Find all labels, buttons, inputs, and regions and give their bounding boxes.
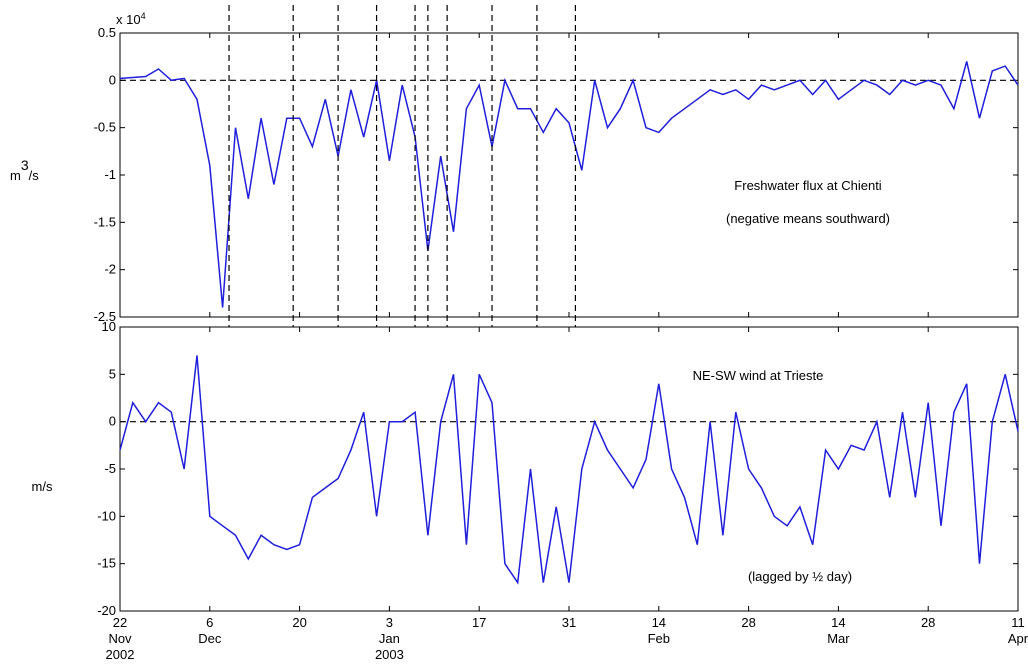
x-tick-label: Jan <box>379 631 400 646</box>
y-tick-label: 0.5 <box>98 25 116 40</box>
x-tick-label: 22 <box>113 615 127 630</box>
annotation: Freshwater flux at Chienti <box>734 178 882 193</box>
y-label-exponent: 3 <box>21 157 29 173</box>
y-tick-label: -0.5 <box>94 120 116 135</box>
y-tick-label: -1 <box>104 167 116 182</box>
annotation: (negative means southward) <box>726 211 890 226</box>
scale-base: x 10 <box>116 12 141 27</box>
x-tick-label: Feb <box>648 631 670 646</box>
x-tick-label: Apr <box>1008 631 1028 646</box>
y-tick-label: -20 <box>97 603 116 618</box>
y-tick-label: 0 <box>109 72 116 87</box>
x-tick-label: 3 <box>386 615 393 630</box>
y-tick-label: 5 <box>109 366 116 381</box>
y-tick-label: -2.5 <box>94 309 116 324</box>
x-tick-label: 11 <box>1011 615 1025 630</box>
x-tick-label: 31 <box>562 615 576 630</box>
x-tick-label: Mar <box>827 631 850 646</box>
x-tick-label: 14 <box>652 615 666 630</box>
y-tick-label: 0 <box>109 414 116 429</box>
series-line <box>119 61 1019 308</box>
y-tick-label: -1.5 <box>94 214 116 229</box>
y-tick-label: 10 <box>102 319 116 334</box>
x-tick-label: 2003 <box>375 647 404 662</box>
x-tick-label: Dec <box>198 631 222 646</box>
x-tick-label: 28 <box>921 615 935 630</box>
annotation: (lagged by ½ day) <box>748 569 852 584</box>
y-tick-label: -5 <box>104 461 116 476</box>
y-label-rest: /s <box>29 168 40 183</box>
y-axis-label: m/s <box>32 479 53 494</box>
y-tick-label: -10 <box>97 508 116 523</box>
annotation: NE-SW wind at Trieste <box>693 368 824 383</box>
x-tick-label: 20 <box>292 615 306 630</box>
y-label-base: m <box>10 168 21 183</box>
x-tick-label: 14 <box>831 615 845 630</box>
y-tick-label: -2 <box>104 262 116 277</box>
scale-label: x 104 <box>116 11 146 27</box>
scale-exponent: 4 <box>141 11 146 21</box>
y-axis-label: m3/s <box>10 157 39 183</box>
series-line <box>119 355 1019 585</box>
x-tick-label: Nov <box>108 631 132 646</box>
x-tick-label: 6 <box>206 615 213 630</box>
x-tick-label: 28 <box>741 615 755 630</box>
plot-area <box>119 326 1019 612</box>
x-tick-label: 17 <box>472 615 486 630</box>
plot-area <box>119 32 1019 318</box>
x-tick-label: 2002 <box>106 647 135 662</box>
y-tick-label: -15 <box>97 556 116 571</box>
